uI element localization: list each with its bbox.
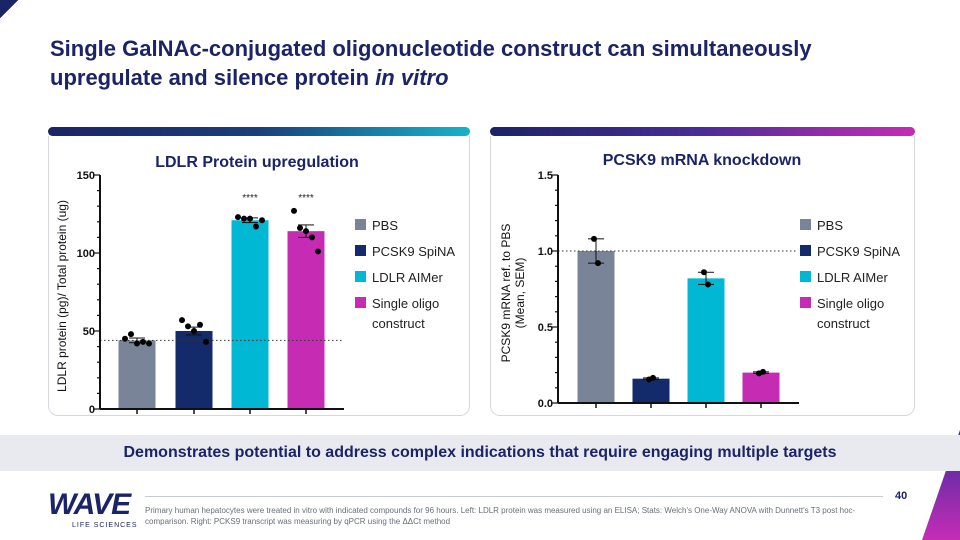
footer-divider: [145, 496, 883, 497]
data-point: [134, 340, 140, 347]
data-point: [146, 340, 152, 347]
legend-label: PBS: [372, 218, 398, 233]
y-axis-label-2: (Mean, SEM): [513, 258, 527, 329]
data-point: [203, 338, 209, 345]
bar-2: [687, 278, 725, 403]
legend-swatch: [800, 219, 811, 230]
significance-label: ****: [242, 193, 258, 204]
y-tick-label: 50: [83, 326, 95, 338]
data-point: [591, 235, 597, 242]
title-line-2: upregulate and silence protein: [50, 65, 376, 90]
data-point: [701, 269, 707, 276]
y-tick-label: 150: [77, 170, 95, 182]
data-point: [128, 331, 134, 338]
legend-swatch: [355, 271, 366, 282]
data-point: [197, 321, 203, 328]
legend-label: PBS: [817, 218, 843, 233]
data-point: [247, 215, 253, 222]
logo-wordmark: WAVE: [48, 488, 131, 521]
bar-0: [118, 340, 156, 409]
chart-title: PCSK9 mRNA knockdown: [603, 152, 802, 169]
data-point: [179, 317, 185, 324]
data-point: [291, 207, 297, 214]
bar-3: [287, 231, 325, 409]
data-point: [650, 374, 656, 381]
y-tick-label: 0.5: [538, 322, 553, 334]
data-point: [315, 248, 321, 255]
significance-label: ****: [298, 193, 314, 204]
legend-label: Single oligo: [817, 296, 884, 311]
data-point: [303, 228, 309, 235]
data-point: [253, 223, 259, 230]
data-point: [235, 214, 241, 221]
bar-0: [577, 251, 615, 403]
data-point: [185, 323, 191, 330]
data-point: [595, 260, 601, 267]
data-point: [191, 328, 197, 334]
legend-label: Single oligo: [372, 296, 439, 311]
data-point: [140, 338, 146, 345]
right-header-bar: [490, 127, 915, 136]
data-point: [259, 217, 265, 224]
data-point: [705, 281, 711, 288]
legend-label: PCSK9 SpiNA: [372, 244, 455, 259]
y-tick-label: 1.5: [538, 170, 553, 182]
chart-title: LDLR Protein upregulation: [155, 154, 359, 171]
data-point: [309, 234, 315, 241]
bar-2: [231, 220, 269, 409]
corner-decoration: [0, 0, 18, 18]
legend-swatch: [355, 219, 366, 230]
legend-label: construct: [817, 316, 870, 331]
y-tick-label: 0: [89, 404, 95, 416]
data-point: [760, 368, 766, 375]
slide-title: Single GalNAc-conjugated oligonucleotide…: [50, 34, 910, 92]
data-point: [122, 335, 128, 342]
bar-1: [632, 378, 670, 403]
title-line-1: Single GalNAc-conjugated oligonucleotide…: [50, 36, 812, 61]
wave-logo: WAVE LIFE SCIENCES: [48, 488, 138, 529]
y-tick-label: 0.0: [538, 398, 553, 410]
y-axis-label: LDLR protein (pg)/ Total protein (ug): [55, 200, 69, 392]
legend-swatch: [800, 297, 811, 308]
data-point: [297, 225, 303, 232]
legend-label: construct: [372, 316, 425, 331]
y-tick-label: 1.0: [538, 246, 553, 258]
page-number: 40: [895, 490, 908, 502]
bar-3: [742, 372, 780, 403]
legend-label: PCSK9 SpiNA: [817, 244, 900, 259]
legend-swatch: [800, 271, 811, 282]
y-axis-label: PCSK9 mRNA ref. to PBS: [499, 224, 513, 363]
data-point: [241, 215, 247, 222]
footnote: Primary human hepatocytes were treated i…: [145, 506, 856, 526]
logo-subtitle: LIFE SCIENCES: [72, 522, 138, 529]
legend-swatch: [355, 297, 366, 308]
y-tick-label: 100: [77, 248, 95, 260]
legend-swatch: [800, 245, 811, 256]
title-italic: in vitro: [375, 65, 449, 90]
left-header-bar: [48, 127, 470, 136]
legend-label: LDLR AIMer: [817, 270, 888, 285]
takeaway-banner: Demonstrates potential to address comple…: [0, 435, 960, 471]
legend-label: LDLR AIMer: [372, 270, 443, 285]
legend-swatch: [355, 245, 366, 256]
